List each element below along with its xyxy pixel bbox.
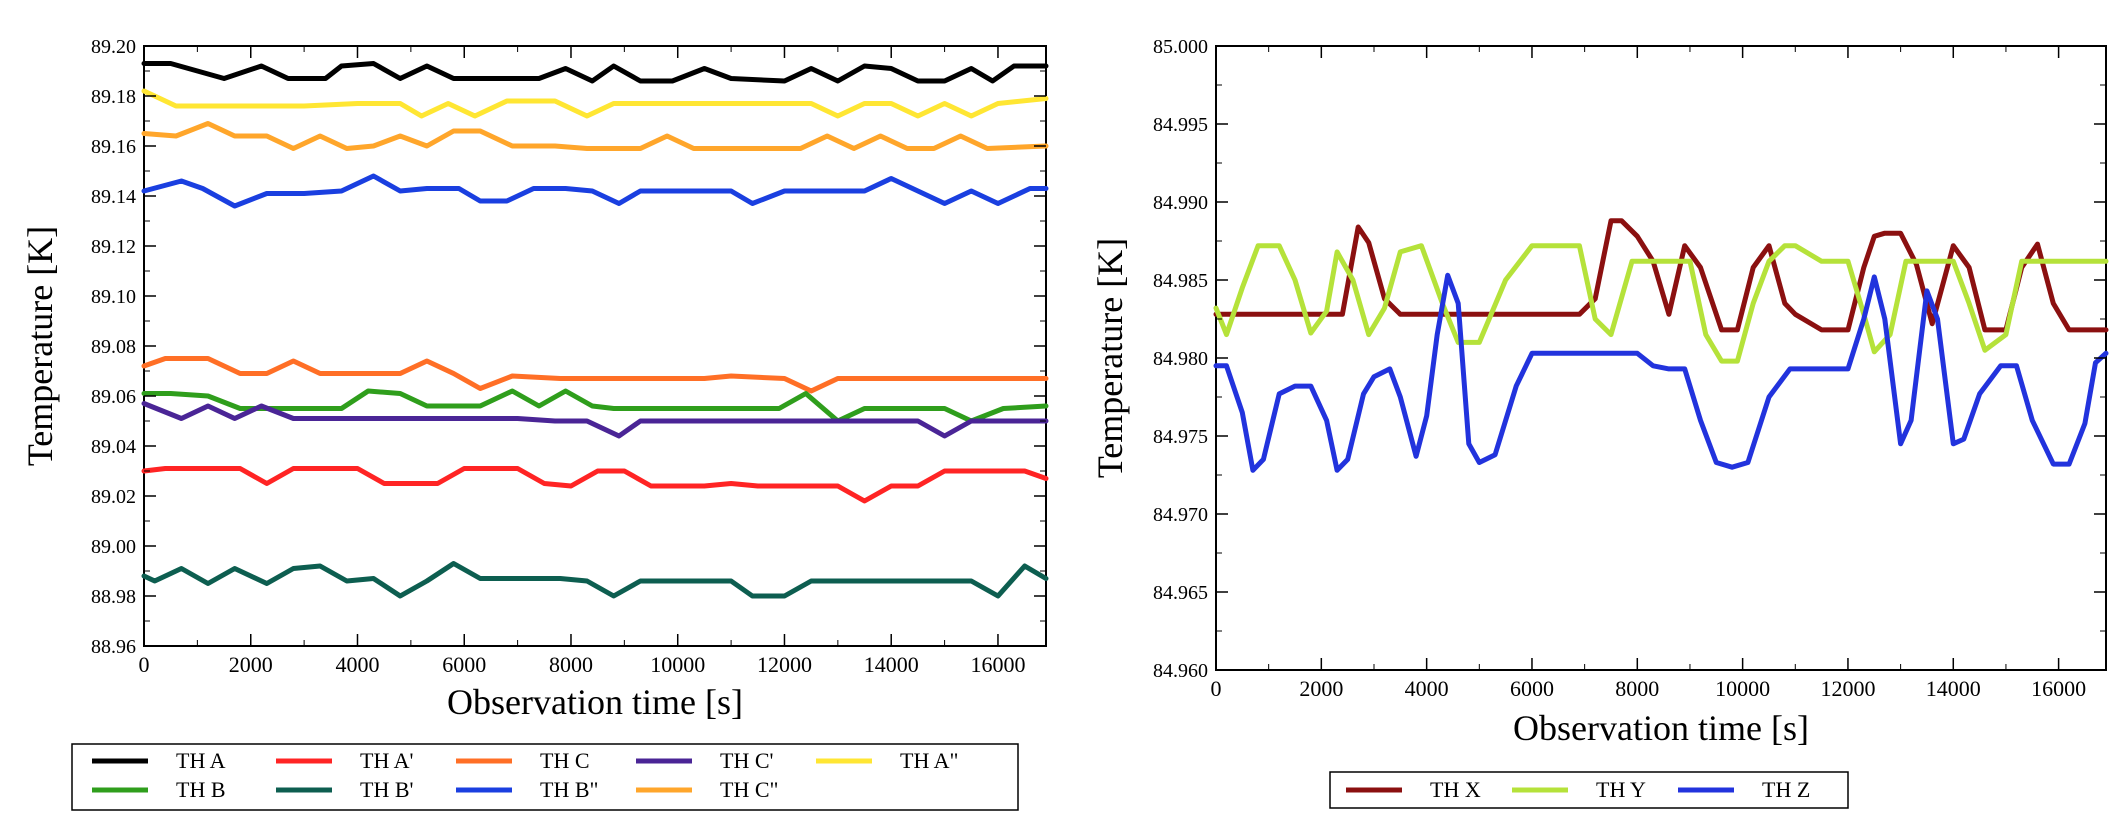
left-series-line-0	[141, 61, 1049, 84]
right-legend-label: TH X	[1430, 777, 1481, 802]
right-series-group	[1213, 218, 2109, 473]
right-x-tick-label: 2000	[1299, 676, 1343, 701]
left-series-line-7	[141, 466, 1049, 504]
chart-left: 0 2000 4000 6000 8000 10000 12000 14000 16000 88…	[20, 36, 1049, 811]
right-y-axis-label: Temperature [K]	[1090, 238, 1130, 478]
left-y-tick-label: 89.14	[91, 186, 136, 208]
right-series-line-2	[1213, 272, 2109, 473]
right-x-tick-label: 4000	[1405, 676, 1449, 701]
left-legend-label: TH B'	[360, 777, 414, 802]
right-y-tick-label: 84.975	[1153, 426, 1208, 448]
right-y-tick-label: 84.960	[1153, 660, 1208, 682]
left-x-tick-label: 10000	[650, 652, 705, 677]
right-y-ticks: 84.960 84.965 84.970 84.975 84.980 84.985 84.9…	[1153, 36, 2106, 682]
left-x-tick-label: 0	[139, 652, 150, 677]
left-x-tick-label: 2000	[229, 652, 273, 677]
left-y-tick-label: 89.02	[91, 486, 136, 508]
right-x-tick-label: 0	[1211, 676, 1222, 701]
right-series-line-0	[1213, 218, 2109, 333]
left-y-axis-label: Temperature [K]	[20, 226, 60, 466]
left-x-tick-label: 14000	[864, 652, 919, 677]
left-series-group	[141, 61, 1049, 599]
left-y-tick-label: 89.16	[91, 136, 136, 158]
left-x-tick-label: 6000	[442, 652, 486, 677]
right-x-tick-label: 16000	[2031, 676, 2086, 701]
left-series-line-6	[141, 401, 1049, 439]
right-legend: TH X TH Y TH Z	[1346, 777, 1810, 802]
left-legend: TH A TH A' TH C TH C' TH A" TH B TH B' TH B" TH …	[92, 748, 958, 802]
left-y-tick-label: 89.00	[91, 536, 136, 558]
left-legend-label: TH C'	[720, 748, 774, 773]
left-x-tick-label: 8000	[549, 652, 593, 677]
right-y-tick-label: 84.995	[1153, 114, 1208, 136]
left-legend-box	[71, 743, 1019, 811]
left-x-ticks: 0 2000 4000 6000 8000 10000 12000 14000 16000	[139, 46, 1025, 677]
left-y-tick-label: 89.12	[91, 236, 136, 258]
left-legend-label: TH A'	[360, 748, 414, 773]
right-x-tick-label: 6000	[1510, 676, 1554, 701]
left-legend-label: TH B	[176, 777, 226, 802]
right-y-tick-label: 84.965	[1153, 582, 1208, 604]
left-y-tick-label: 89.04	[91, 436, 136, 458]
right-y-tick-label: 85.000	[1153, 36, 1208, 58]
left-series-line-2	[141, 121, 1049, 151]
right-x-tick-label: 12000	[1820, 676, 1875, 701]
right-y-tick-label: 84.985	[1153, 270, 1208, 292]
left-series-line-3	[141, 173, 1049, 209]
right-legend-label: TH Z	[1762, 777, 1810, 802]
left-series-line-8	[141, 561, 1049, 599]
left-legend-label: TH A"	[900, 748, 958, 773]
left-y-tick-label: 89.18	[91, 86, 136, 108]
right-legend-box	[1329, 771, 1849, 809]
left-plot-area	[143, 45, 1047, 647]
right-y-tick-label: 84.980	[1153, 348, 1208, 370]
left-series-line-4	[141, 356, 1049, 394]
right-series-line-1	[1213, 243, 2109, 364]
right-x-ticks: 0 2000 4000 6000 8000 10000 12000 14000 16000	[1211, 46, 2086, 701]
left-legend-label: TH C"	[720, 777, 778, 802]
left-x-axis-label: Observation time [s]	[447, 682, 743, 722]
left-y-tick-label: 89.20	[91, 36, 136, 58]
left-y-tick-label: 89.06	[91, 386, 136, 408]
left-x-tick-label: 12000	[757, 652, 812, 677]
left-legend-label: TH A	[176, 748, 226, 773]
left-y-ticks: 88.96 88.98 89.00 89.02 89.04 89.06 89.08 89.10…	[91, 36, 1046, 658]
left-legend-label: TH C	[540, 748, 590, 773]
left-y-tick-label: 89.10	[91, 286, 136, 308]
left-series-line-5	[141, 388, 1049, 424]
right-x-tick-label: 14000	[1926, 676, 1981, 701]
right-x-tick-label: 8000	[1615, 676, 1659, 701]
left-y-tick-label: 89.08	[91, 336, 136, 358]
left-y-tick-label: 88.98	[91, 586, 136, 608]
left-series-line-1	[141, 88, 1049, 119]
right-legend-label: TH Y	[1596, 777, 1646, 802]
chart-right: 0 2000 4000 6000 8000 10000 12000 14000 16000 84…	[1090, 36, 2109, 809]
right-y-tick-label: 84.970	[1153, 504, 1208, 526]
left-y-tick-label: 88.96	[91, 636, 136, 658]
right-y-tick-label: 84.990	[1153, 192, 1208, 214]
left-x-tick-label: 16000	[970, 652, 1025, 677]
left-legend-label: TH B"	[540, 777, 598, 802]
left-x-tick-label: 4000	[335, 652, 379, 677]
right-x-axis-label: Observation time [s]	[1513, 708, 1809, 748]
right-x-tick-label: 10000	[1715, 676, 1770, 701]
right-plot-area	[1215, 45, 2107, 671]
